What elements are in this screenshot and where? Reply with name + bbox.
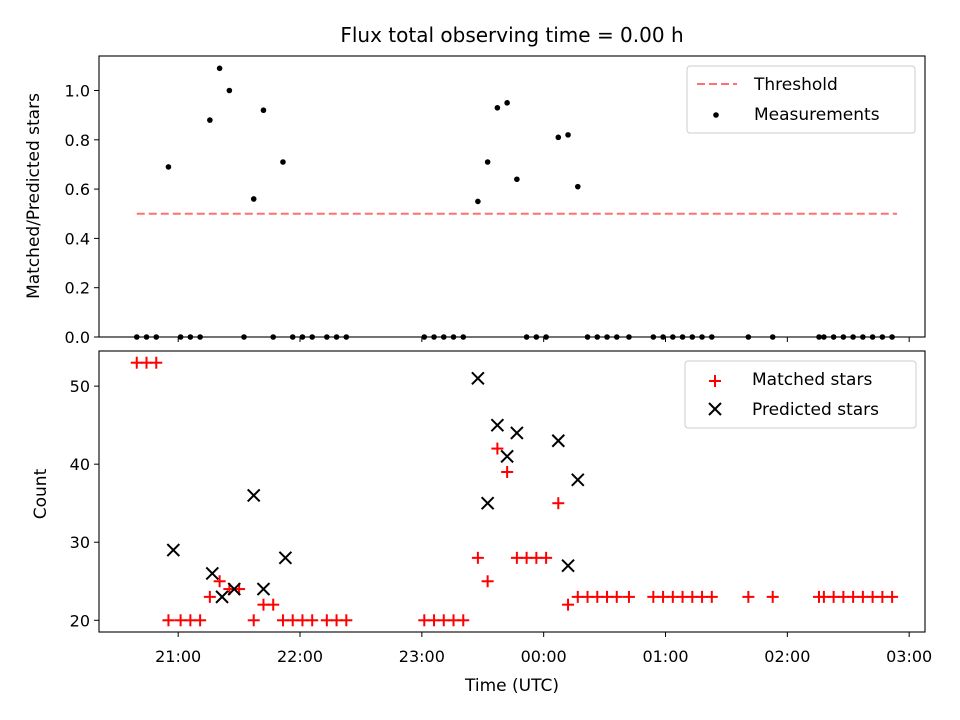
- predicted-stars-point: [510, 426, 524, 440]
- bottom-x-tick-label: 21:00: [155, 647, 201, 666]
- matched-stars-point: [471, 551, 484, 564]
- measurements-point: [260, 107, 267, 114]
- bottom-y-tick-label: 30: [70, 533, 90, 552]
- chart-title: Flux total observing time = 0.00 h: [340, 23, 683, 47]
- matched-stars-point: [886, 590, 899, 603]
- top-y-tick-label: 0.6: [65, 180, 90, 199]
- legend-matched-label: Matched stars: [752, 370, 872, 390]
- bottom-x-tick-label: 00:00: [521, 647, 567, 666]
- predicted-stars-point: [500, 449, 514, 464]
- predicted-stars-point: [490, 418, 505, 432]
- bottom-x-tick-label: 01:00: [642, 647, 688, 666]
- bottom-x-axis-label: Time (UTC): [464, 676, 559, 696]
- bottom-y-tick-label: 40: [70, 455, 90, 474]
- matched-stars-point: [552, 497, 565, 510]
- matched-stars-point: [491, 442, 504, 455]
- bottom-plot-marks: [130, 356, 899, 627]
- measurements-point: [250, 196, 257, 202]
- predicted-stars-point: [215, 590, 229, 604]
- bottom-x-tick-label: 03:00: [886, 647, 932, 666]
- measurements-point: [504, 100, 510, 106]
- bottom-x-ticks: 21:00 22:00 23:00 00:00 01:00 02:00 03:00: [155, 632, 932, 666]
- measurements-point: [280, 159, 286, 165]
- predicted-stars-point: [227, 582, 241, 596]
- matched-stars-point: [247, 614, 260, 627]
- legend-threshold-label: Threshold: [753, 75, 838, 95]
- predicted-stars-point: [247, 488, 261, 503]
- matched-stars-point: [540, 551, 553, 564]
- predicted-stars-point: [256, 582, 271, 596]
- bottom-x-tick-label: 22:00: [277, 647, 323, 666]
- predicted-stars-point: [471, 371, 485, 386]
- bottom-x-tick-label: 02:00: [764, 647, 810, 666]
- matched-stars-point: [267, 598, 280, 611]
- legend-measurements-swatch: [713, 112, 719, 118]
- predicted-stars-point: [551, 434, 566, 448]
- bottom-y-ticks: 20 30 40 50: [70, 377, 99, 630]
- bottom-legend-box: [684, 360, 917, 429]
- matched-stars-point: [213, 575, 226, 588]
- matched-stars-point: [766, 590, 779, 603]
- measurements-point: [574, 183, 581, 190]
- top-y-tick-label: 0.4: [65, 229, 90, 248]
- top-panel: 0.0 0.2 0.4 0.6 0.8 1.0 Matched/Predicted sta…: [24, 55, 926, 347]
- measurements-point: [565, 132, 571, 138]
- measurements-point: [226, 87, 233, 94]
- legend-matched-swatch: [709, 375, 721, 387]
- matched-stars-point: [203, 590, 216, 603]
- top-legend: Threshold Measurements: [686, 65, 916, 134]
- matched-stars-point: [501, 465, 514, 478]
- measurements-point: [207, 117, 213, 123]
- matched-stars-point: [562, 598, 575, 611]
- measurements-point: [165, 164, 172, 170]
- bottom-y-tick-label: 20: [70, 611, 90, 630]
- top-y-axis-label: Matched/Predicted stars: [24, 93, 44, 299]
- matched-stars-point: [610, 590, 623, 603]
- bottom-panel: 20 30 40 50 21:00 22:00 23:00 00:00 01:00 02:00 0…: [31, 350, 932, 696]
- matched-stars-point: [162, 614, 175, 627]
- bottom-y-axis-label: Count: [31, 468, 51, 519]
- measurements-point: [514, 176, 520, 183]
- predicted-stars-point: [205, 566, 220, 581]
- matched-stars-point: [481, 575, 494, 588]
- predicted-stars-point: [480, 496, 495, 510]
- matched-stars-point: [705, 590, 718, 603]
- top-y-tick-label: 1.0: [65, 82, 90, 101]
- matched-stars-point: [742, 590, 755, 603]
- top-y-tick-label: 0.0: [65, 328, 90, 347]
- legend-predicted-swatch: [708, 402, 722, 416]
- top-x-ticks: [177, 337, 910, 342]
- top-y-tick-label: 0.8: [65, 131, 90, 150]
- matched-stars-point: [306, 614, 319, 627]
- matched-stars-point: [457, 614, 470, 627]
- predicted-stars-point: [561, 558, 575, 573]
- measurements-point: [475, 198, 481, 205]
- measurements-point: [555, 134, 562, 141]
- measurements-point: [484, 159, 491, 165]
- predicted-stars-point: [166, 543, 181, 557]
- measurements-point: [216, 65, 223, 72]
- top-y-ticks: 0.0 0.2 0.4 0.6 0.8 1.0: [65, 82, 99, 347]
- matched-stars-point: [194, 614, 207, 627]
- bottom-axes-frame: [98, 350, 926, 633]
- matched-stars-point: [340, 614, 353, 627]
- top-legend-box: [686, 65, 916, 134]
- bottom-y-tick-label: 50: [70, 377, 90, 396]
- measurements-point: [494, 104, 501, 111]
- legend-measurements-label: Measurements: [754, 105, 880, 125]
- matched-stars-point: [150, 356, 163, 369]
- legend-predicted-label: Predicted stars: [752, 400, 879, 420]
- predicted-stars-point: [278, 551, 293, 565]
- bottom-legend: Matched stars Predicted stars: [684, 360, 917, 429]
- matched-stars-point: [622, 590, 635, 603]
- top-y-tick-label: 0.2: [65, 279, 90, 298]
- predicted-stars-point: [571, 473, 585, 487]
- top-axes-frame: [98, 55, 926, 338]
- bottom-x-tick-label: 23:00: [399, 647, 445, 666]
